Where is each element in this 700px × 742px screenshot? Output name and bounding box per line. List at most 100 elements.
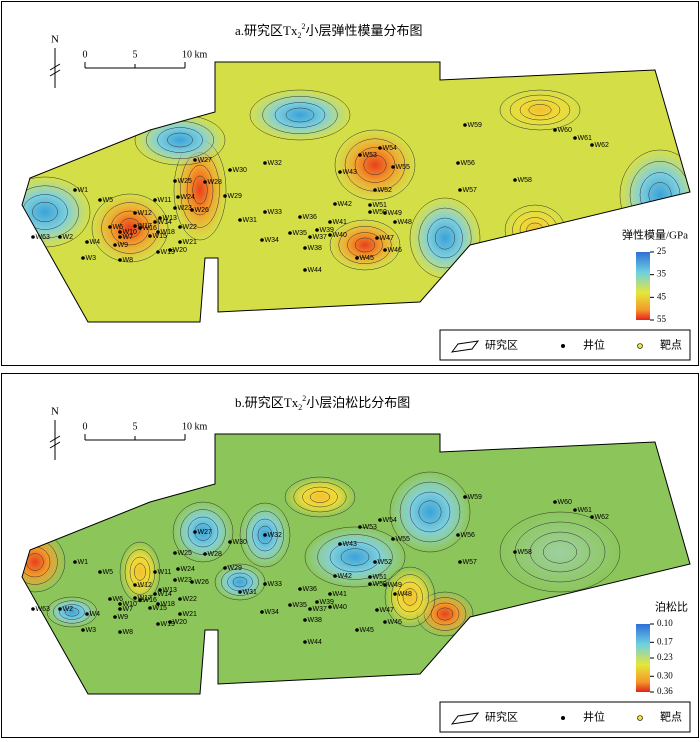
contour-line: [46, 596, 98, 628]
well-label: W26: [195, 579, 210, 586]
well: [108, 225, 112, 229]
title-part: a.研究区Tx: [235, 23, 298, 38]
contour-line: [528, 104, 552, 116]
contour-zone: [500, 512, 620, 592]
contour-line: [399, 481, 461, 543]
well: [355, 256, 359, 260]
well-label: W38: [308, 245, 323, 252]
title-part: 2: [301, 22, 305, 31]
well-label: W24: [181, 194, 196, 201]
well: [333, 202, 337, 206]
contour-line: [354, 237, 376, 253]
contour-line: [317, 534, 393, 580]
well-label: W7: [123, 234, 134, 241]
well-label: W43: [343, 541, 358, 548]
well: [81, 256, 85, 260]
contour-line: [262, 96, 338, 134]
well-label: W19: [161, 621, 176, 628]
well: [133, 211, 137, 215]
north-arrow: [49, 48, 61, 88]
well: [173, 578, 177, 582]
contour-zone: [215, 564, 265, 600]
well: [288, 231, 292, 235]
well-label: W59: [468, 494, 483, 501]
scale-label: 5: [133, 421, 138, 432]
well-label: W18: [161, 229, 176, 236]
contour-line: [284, 476, 356, 518]
well: [85, 612, 89, 616]
well-label: W37: [313, 234, 328, 241]
well-label: W35: [293, 602, 308, 609]
well-label: W45: [360, 627, 375, 634]
well-label: W5: [103, 569, 114, 576]
contour-line: [64, 607, 80, 617]
contour-line: [329, 219, 401, 271]
well-label: W11: [158, 569, 172, 576]
well: [263, 210, 267, 214]
well-label: W1: [78, 559, 89, 566]
well: [463, 495, 467, 499]
well: [138, 598, 142, 602]
well-label: W52: [378, 559, 393, 566]
well: [260, 238, 264, 242]
well-label: W19: [161, 249, 176, 256]
well: [168, 620, 172, 624]
well-label: W55: [396, 536, 411, 543]
well: [223, 566, 227, 570]
well-label: W18: [161, 601, 176, 608]
well: [156, 230, 160, 234]
contour-zone: [47, 597, 97, 627]
contour-zone: [335, 130, 415, 200]
well-label: W34: [265, 237, 280, 244]
well-label: W51: [373, 202, 388, 209]
well: [223, 194, 227, 198]
well-label: W7: [123, 606, 134, 613]
well-label: W34: [265, 609, 280, 616]
contour-line: [129, 556, 151, 588]
study-area: [22, 434, 690, 694]
contour-line: [167, 132, 193, 148]
well: [118, 230, 122, 234]
well-label: W15: [153, 233, 168, 240]
well-label: W20: [173, 247, 188, 254]
panel-title: b.研究区Tx22小层泊松比分布图: [235, 394, 410, 412]
well-label: W23: [178, 577, 193, 584]
well: [573, 136, 577, 140]
well-label: W6: [113, 224, 124, 231]
contour-zone: [174, 140, 226, 240]
legend-box: [439, 701, 691, 733]
north-label: N: [51, 34, 59, 46]
contour-zone: [92, 194, 168, 262]
well: [391, 165, 395, 169]
legend-label: 靶点: [660, 339, 682, 352]
well: [58, 235, 62, 239]
well: [73, 560, 77, 564]
well: [393, 592, 397, 596]
well-label: W40: [333, 232, 348, 239]
well: [176, 195, 180, 199]
well: [298, 587, 302, 591]
well: [263, 161, 267, 165]
well: [118, 258, 122, 262]
north-arrow: [49, 420, 61, 460]
well-label: W56: [461, 532, 476, 539]
legend-area-icon: [450, 712, 480, 725]
well-label: W31: [243, 589, 258, 596]
well-label: W61: [578, 135, 593, 142]
well-label: W49: [388, 582, 403, 589]
well: [383, 583, 387, 587]
well: [133, 224, 137, 228]
well: [178, 225, 182, 229]
well: [513, 550, 517, 554]
well: [156, 250, 160, 254]
well: [133, 583, 137, 587]
well: [328, 220, 332, 224]
well-label: W15: [153, 605, 168, 612]
well-label: W4: [90, 239, 101, 246]
well: [178, 612, 182, 616]
well-label: W53: [363, 524, 378, 531]
well: [368, 203, 372, 207]
well-label: W48: [398, 219, 413, 226]
contour-line: [22, 185, 79, 239]
